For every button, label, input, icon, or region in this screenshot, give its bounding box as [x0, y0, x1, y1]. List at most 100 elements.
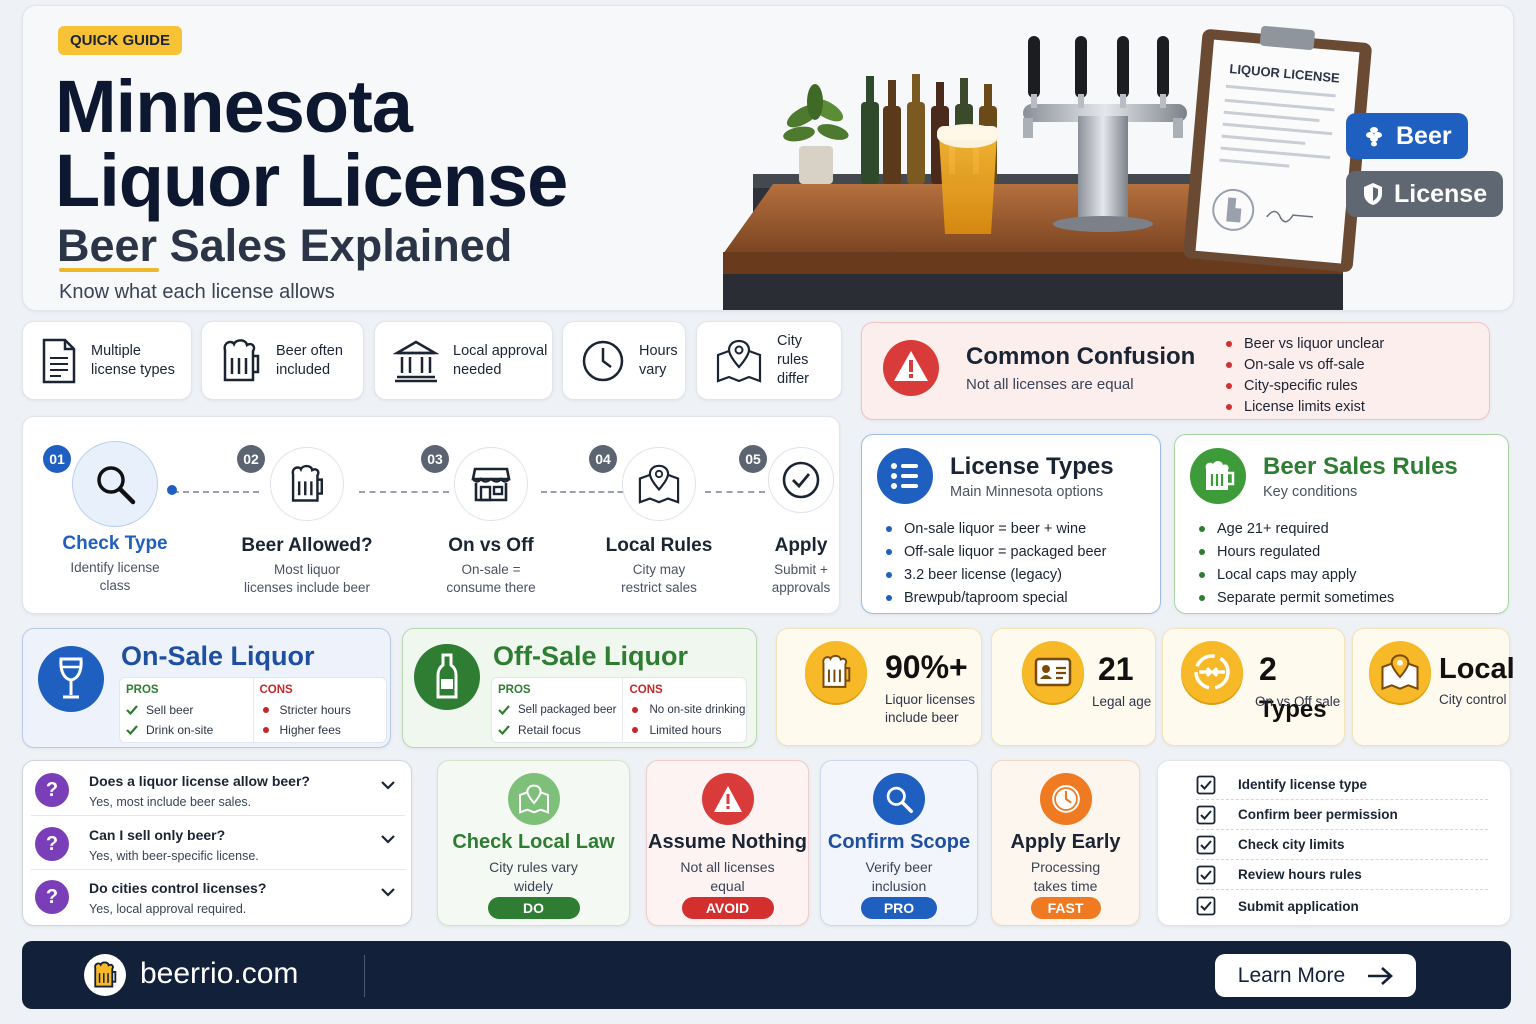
bar-illustration: LIQUOR LICENSE: [723, 25, 1372, 310]
license-types-card: License Types Main Minnesota options On-…: [861, 434, 1161, 614]
list-item: Separate permit sometimes: [1199, 586, 1494, 609]
plant-icon: [783, 84, 849, 184]
step-local-rules: 04 Local Rules City may restrict sales: [589, 445, 729, 597]
faq-question: Does a liquor license allow beer?: [89, 773, 310, 789]
hero-banner: QUICK GUIDE Minnesota Liquor License Bee…: [22, 5, 1514, 311]
hero-tagline: Know what each license allows: [59, 281, 335, 303]
step-desc: Most liquor: [273, 562, 341, 577]
faq-answer: Yes, with beer-specific license.: [89, 849, 259, 863]
confusion-title: Common Confusion: [966, 343, 1196, 370]
confusion-list: Beer vs liquor unclear On-sale vs off-sa…: [1226, 333, 1384, 417]
con-item: Higher fees: [260, 720, 381, 740]
logo: [84, 954, 126, 996]
chevron-down-icon[interactable]: [381, 888, 395, 897]
step-desc: City may: [632, 562, 686, 577]
fact-multiple-license-types: Multiple license types: [22, 321, 192, 400]
wine-glass-icon: [38, 646, 104, 712]
step-number: 04: [589, 445, 617, 473]
pro-item: Sell packaged beer: [498, 700, 616, 720]
map-pin-icon: [638, 464, 680, 504]
step-desc: approvals: [771, 580, 831, 595]
checklist-item[interactable]: Submit application: [1196, 891, 1488, 921]
beer-mug-icon: [94, 961, 117, 988]
shield-icon: [1364, 183, 1382, 205]
government-building-icon: [393, 340, 439, 382]
question-icon: ?: [35, 827, 69, 861]
checkbox-checked-icon: [1196, 865, 1216, 884]
checklist-item[interactable]: Check city limits: [1196, 830, 1488, 860]
faq-item-beer[interactable]: ? Does a liquor license allow beer? Yes,…: [35, 767, 403, 817]
stat-value: 90%+: [885, 649, 968, 685]
license-pill: License: [1346, 171, 1504, 217]
fact-local-approval-needed: Local approval needed: [374, 321, 553, 400]
tip-desc: widely: [514, 878, 553, 894]
fact-text: Hours vary: [639, 342, 678, 378]
arrow-right-icon: [1368, 966, 1394, 985]
title-line-1: Minnesota: [55, 65, 413, 148]
checkbox-checked-icon: [1196, 835, 1216, 854]
hop-icon: [1366, 127, 1382, 147]
beer-glass-icon: [937, 124, 999, 234]
fact-hours-vary: Hours vary: [562, 321, 686, 400]
check-icon: [498, 725, 510, 735]
fact-text: Multiple license types: [91, 342, 175, 378]
step-number: 02: [237, 445, 265, 473]
stat-local-control: Local City control: [1352, 628, 1515, 746]
step-title: Local Rules: [605, 535, 713, 556]
off-sale-title: Off-Sale Liquor: [493, 641, 688, 671]
tip-check-local-law: Check Local Law City rules vary widely D…: [437, 760, 630, 926]
checklist-item[interactable]: Identify license type: [1196, 770, 1488, 800]
list-item: Beer vs liquor unclear: [1226, 333, 1384, 354]
list-item: On-sale liquor = beer + wine: [886, 517, 1146, 540]
quick-guide-tag: QUICK GUIDE: [58, 26, 183, 55]
chevron-down-icon[interactable]: [381, 835, 395, 844]
con-item: Limited hours: [629, 720, 745, 740]
tip-assume-nothing: Assume Nothing Not all licenses equal AV…: [646, 760, 809, 926]
step-desc: restrict sales: [621, 580, 697, 595]
beer-mug-icon: [291, 464, 323, 502]
check-icon: [498, 705, 510, 715]
checklist-item[interactable]: Confirm beer permission: [1196, 800, 1488, 830]
stat-value: Local: [1439, 653, 1515, 685]
check-icon: [126, 705, 138, 715]
step-desc: On-sale =: [461, 562, 521, 577]
faq-item-cities[interactable]: ? Do cities control licenses? Yes, local…: [35, 874, 403, 924]
tip-title: Apply Early: [1010, 831, 1121, 853]
beer-mug-icon: [223, 338, 260, 381]
stat-value: 2 Types: [1259, 651, 1327, 723]
license-types-title: License Types: [950, 452, 1114, 480]
learn-more-label: Learn More: [1237, 963, 1346, 987]
pros-label: PROS: [498, 684, 531, 696]
step-title: Check Type: [62, 533, 168, 554]
stat-liquor-licenses: 90%+ Liquor licenses include beer: [776, 628, 982, 746]
beer-mug-icon: [822, 654, 851, 688]
id-card-icon: [1034, 657, 1072, 687]
chevron-down-icon[interactable]: [381, 781, 395, 790]
question-icon: ?: [35, 880, 69, 914]
step-title: Beer Allowed?: [241, 535, 373, 556]
checklist-item[interactable]: Review hours rules: [1196, 860, 1488, 890]
title-line-2: Liquor License: [55, 139, 568, 222]
faq-item-only-beer[interactable]: ? Can I sell only beer? Yes, with beer-s…: [35, 821, 403, 871]
fact-text: Local approval needed: [453, 342, 548, 378]
bottles-icon: [861, 74, 997, 184]
learn-more-button[interactable]: Learn More: [1215, 954, 1416, 997]
con-item: Stricter hours: [260, 700, 381, 720]
con-item: No on-site drinking: [629, 700, 745, 720]
stat-label: include beer: [885, 710, 959, 725]
on-sale-liquor-card: On-Sale Liquor PROS Sell beer Drink on-s…: [22, 628, 391, 748]
question-icon: ?: [35, 773, 69, 807]
common-confusion-card: Common Confusion Not all licenses are eq…: [861, 322, 1490, 420]
beer-pill: Beer: [1346, 113, 1468, 159]
fact-text: City rules differ: [777, 333, 809, 387]
step-title: On vs Off: [448, 535, 534, 556]
subtitle-underline: [59, 268, 159, 272]
checkbox-checked-icon: [1196, 896, 1216, 916]
pro-item: Sell beer: [126, 700, 247, 720]
check-icon: [126, 725, 138, 735]
on-sale-title: On-Sale Liquor: [121, 641, 315, 671]
tip-desc: Not all licenses: [680, 859, 775, 875]
beer-tap-icon: [1023, 36, 1187, 232]
pro-item: Retail focus: [498, 720, 616, 740]
site-link[interactable]: beerrio.com: [140, 957, 299, 990]
